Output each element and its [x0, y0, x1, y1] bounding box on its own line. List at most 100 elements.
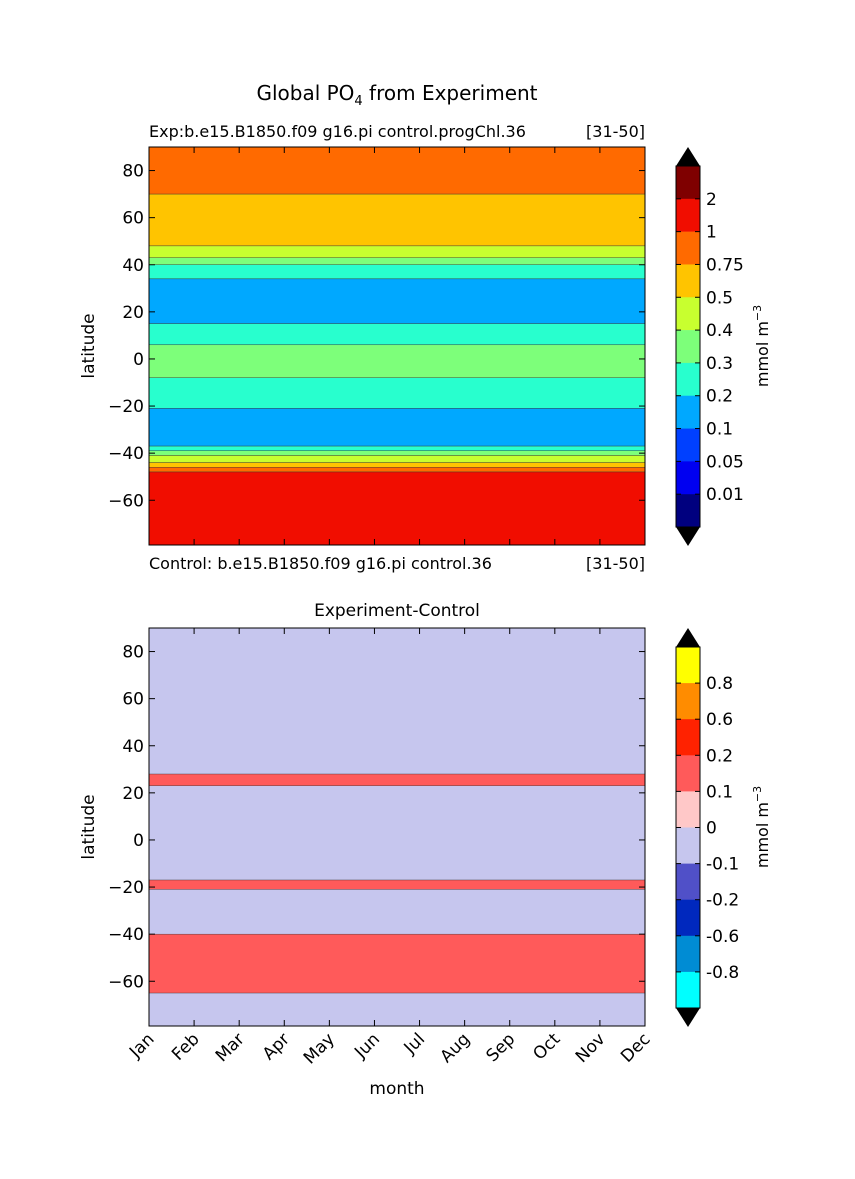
top-plot-frame: [148, 146, 646, 546]
y-tick-label: 0: [133, 350, 144, 370]
colorbar-extend-high: [676, 147, 700, 166]
bottom-y-axis: 80 60 40 20 0 −20 −40 −60: [108, 643, 645, 992]
y-tick-label: −40: [108, 444, 144, 464]
y-tick-label: −60: [108, 491, 144, 511]
x-tick-label: Jan: [125, 1029, 158, 1062]
bottom-panel: Experiment-Control 80 60 40 20 0 −20 −40 −60 Ja…: [79, 601, 772, 1099]
y-tick-label: 80: [122, 643, 144, 663]
colorbar-swatch: [676, 494, 700, 528]
bottom-colorbar-label: mmol m−3: [751, 786, 772, 868]
colorbar-label: 0.3: [706, 354, 733, 374]
colorbar-swatch: [676, 899, 700, 937]
colorbar-swatch: [676, 791, 700, 828]
top-y-axis-label: latitude: [79, 313, 99, 378]
top-bottom-note-right: [31-50]: [586, 554, 645, 573]
figure-title: Global PO4 from Experiment: [256, 81, 537, 109]
colorbar-label: 0.5: [706, 288, 733, 308]
top-title-right: [31-50]: [586, 122, 645, 141]
colorbar-label: 0.4: [706, 321, 733, 341]
colorbar-label: -0.2: [706, 891, 739, 911]
colorbar-label: 0.2: [706, 387, 733, 407]
y-tick-label: 60: [122, 690, 144, 710]
colorbar-frame: [675, 165, 701, 528]
x-tick-label: Aug: [437, 1029, 475, 1067]
colorbar-label: 0: [706, 819, 717, 839]
y-tick-label: −60: [108, 972, 144, 992]
contour-band-10: [149, 445, 645, 451]
colorbar-label: 0.2: [706, 746, 733, 766]
colorbar-extend-low: [676, 527, 700, 546]
y-tick-label: −20: [108, 397, 144, 417]
colorbar-label: -0.6: [706, 927, 739, 947]
colorbar-label: 2: [706, 190, 717, 210]
contour-band-5: [149, 278, 645, 324]
colorbar-swatch: [676, 863, 700, 900]
colorbar-swatch: [676, 330, 700, 364]
colorbar-swatch: [676, 971, 700, 1009]
top-title-left: Exp:b.e15.B1850.f09 g16.pi control.progC…: [149, 122, 526, 141]
bottom-plot-frame: [148, 627, 646, 1027]
contour-band-0: [149, 773, 645, 786]
y-tick-label: 60: [122, 209, 144, 229]
colorbar-label: -0.8: [706, 963, 739, 983]
bottom-title: Experiment-Control: [314, 601, 480, 621]
contour-band-4: [149, 264, 645, 280]
colorbar-label: -0.1: [706, 855, 739, 875]
bottom-colorbar: 0.8 0.6 0.2 0.1 0 -0.1 -0.2 -0.6 -0.8: [675, 628, 739, 1027]
contour-band-2: [149, 933, 645, 994]
colorbar-swatch: [676, 647, 700, 684]
colorbar-swatch: [676, 683, 700, 720]
x-tick-label: Dec: [617, 1029, 654, 1066]
contour-band-12: [149, 455, 645, 463]
y-tick-label: 40: [122, 256, 144, 276]
top-y-axis: 80 60 40 20 0 −20 −40 −60: [108, 147, 646, 545]
colorbar-swatch: [676, 461, 700, 495]
colorbar-label: 0.8: [706, 674, 733, 694]
x-tick-label: Mar: [212, 1029, 249, 1066]
bottom-plot-area: [149, 628, 645, 1026]
colorbar-label: 0.1: [706, 782, 733, 802]
colorbar-label: 0.05: [706, 452, 744, 472]
colorbar-label: 1: [706, 223, 717, 243]
top-panel: Exp:b.e15.B1850.f09 g16.pi control.progC…: [79, 122, 772, 573]
colorbar-label: 0.6: [706, 710, 733, 730]
colorbar-swatch: [676, 231, 700, 265]
y-tick-label: 20: [122, 784, 144, 804]
colorbar-swatch: [676, 395, 700, 429]
x-tick-label: Jun: [350, 1029, 384, 1063]
y-tick-label: −40: [108, 925, 144, 945]
x-tick-label: Feb: [168, 1029, 203, 1064]
contour-band-0: [149, 147, 645, 195]
x-tick-label: Nov: [572, 1029, 610, 1067]
colorbar-label: 0.75: [706, 255, 744, 275]
y-tick-label: −20: [108, 878, 144, 898]
colorbar-label: 0.01: [706, 485, 744, 505]
colorbar-swatch: [676, 264, 700, 298]
contour-band-3: [149, 257, 645, 265]
contour-band-11: [149, 450, 645, 456]
colorbar-swatch: [676, 166, 700, 200]
colorbar-swatch: [676, 719, 700, 756]
contour-band-1: [149, 193, 645, 247]
top-bottom-note-left: Control: b.e15.B1850.f09 g16.pi control.…: [149, 554, 492, 573]
contour-band-7: [149, 344, 645, 378]
bottom-x-axis-label: month: [369, 1079, 424, 1099]
top-plot-area: [149, 147, 645, 545]
top-colorbar: 2 1 0.75 0.5 0.4 0.3 0.2 0.1 0.05 0.01: [675, 147, 744, 546]
y-tick-label: 80: [122, 162, 144, 182]
contour-band-2: [149, 245, 645, 258]
y-tick-label: 0: [133, 831, 144, 851]
x-tick-label: Apr: [259, 1029, 294, 1064]
colorbar-swatch: [676, 198, 700, 232]
colorbar-label: 0.1: [706, 420, 733, 440]
y-tick-label: 40: [122, 737, 144, 757]
colorbar-extend-low: [676, 1008, 700, 1027]
colorbar-extend-high: [676, 628, 700, 647]
top-colorbar-label: mmol m−3: [751, 305, 772, 387]
contour-band-8: [149, 377, 645, 409]
colorbar-swatch: [676, 362, 700, 397]
x-tick-label: Jul: [400, 1029, 429, 1058]
y-tick-label: 20: [122, 303, 144, 323]
bottom-y-axis-label: latitude: [79, 794, 99, 859]
